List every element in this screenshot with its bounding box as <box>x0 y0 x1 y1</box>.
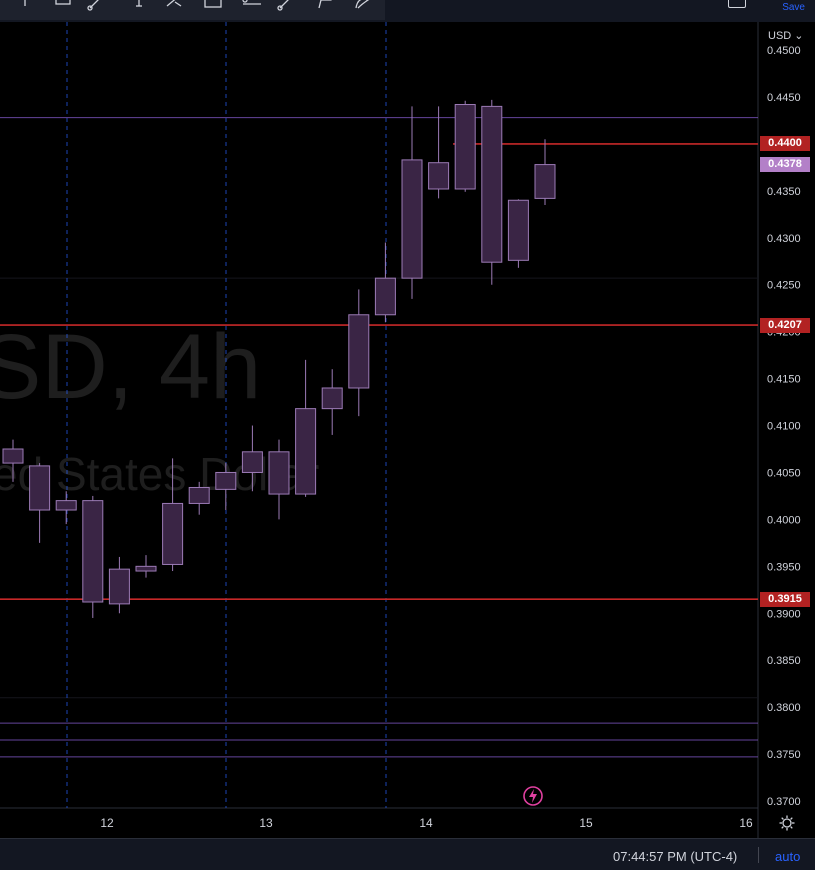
candle <box>135 565 157 572</box>
candle <box>401 159 423 279</box>
drawing-tools-group <box>0 0 385 20</box>
text-cursor-icon[interactable] <box>128 0 150 14</box>
price-tick-label: 0.3850 <box>767 655 801 667</box>
candle <box>507 199 529 261</box>
time-tick-label: 13 <box>259 816 273 830</box>
price-tick-label: 0.4350 <box>767 186 801 198</box>
candle <box>2 448 24 464</box>
candle <box>428 162 450 190</box>
price-tick-label: 0.4450 <box>767 92 801 104</box>
gear-icon[interactable] <box>779 815 795 831</box>
time-tick-label: 14 <box>419 816 433 830</box>
candle <box>241 451 263 473</box>
trend-line-icon[interactable] <box>86 0 108 14</box>
path-icon[interactable] <box>315 0 337 14</box>
rectangle-icon[interactable] <box>202 0 224 14</box>
price-tick-label: 0.3750 <box>767 749 801 761</box>
candle <box>374 277 396 316</box>
price-tick-label: 0.3900 <box>767 608 801 620</box>
price-label-0.3915: 0.3915 <box>760 591 810 607</box>
ruler-icon[interactable] <box>276 0 298 14</box>
save-button[interactable]: Save <box>782 2 805 13</box>
price-tick-label: 0.4300 <box>767 233 801 245</box>
candle <box>108 568 130 605</box>
cursor-icon[interactable] <box>14 0 36 14</box>
status-bar: 07:44:57 PM (UTC-4) auto <box>0 838 815 870</box>
time-tick-label: 12 <box>100 816 114 830</box>
time-tick-label: 15 <box>579 816 593 830</box>
candle <box>268 451 290 495</box>
horizontal-ray-icon[interactable] <box>241 0 263 14</box>
candle <box>348 314 370 389</box>
candle <box>55 500 77 511</box>
divider <box>758 847 759 863</box>
brush-icon[interactable] <box>163 0 185 14</box>
candle <box>215 471 237 490</box>
price-label-0.4400: 0.4400 <box>760 136 810 152</box>
description-watermark: ed States Dollar <box>0 448 320 500</box>
currency-selector[interactable]: USD ⌄ <box>768 30 804 42</box>
price-tick-label: 0.4100 <box>767 421 801 433</box>
price-label-0.4207: 0.4207 <box>760 317 810 333</box>
lightning-icon[interactable] <box>522 785 544 807</box>
layout-icon[interactable] <box>728 0 746 8</box>
auto-scale-button[interactable]: auto <box>775 849 801 864</box>
price-tick-label: 0.4250 <box>767 280 801 292</box>
clock[interactable]: 07:44:57 PM (UTC-4) <box>613 849 738 864</box>
candle <box>454 104 476 190</box>
candle <box>481 105 503 263</box>
price-tick-label: 0.3800 <box>767 702 801 714</box>
price-label-current: 0.4378 <box>760 157 810 173</box>
time-tick-label: 16 <box>739 816 753 830</box>
candle <box>29 465 51 511</box>
price-tick-label: 0.4050 <box>767 467 801 479</box>
candle <box>162 502 184 565</box>
price-tick-label: 0.3700 <box>767 796 801 808</box>
price-tick-label: 0.4000 <box>767 514 801 526</box>
price-tick-label: 0.4150 <box>767 374 801 386</box>
measure-icon[interactable] <box>52 0 74 14</box>
candle <box>321 387 343 410</box>
candle <box>295 408 317 495</box>
candle <box>534 164 556 199</box>
drawing-toolbar: Save <box>0 0 815 22</box>
price-chart[interactable]: 0.45000.44500.43500.43000.42500.42000.41… <box>0 22 815 838</box>
candle <box>188 486 210 504</box>
symbol-watermark: SD, 4h <box>0 316 262 418</box>
price-tick-label: 0.4500 <box>767 45 801 57</box>
curve-icon[interactable] <box>352 0 374 14</box>
candle <box>82 500 104 603</box>
price-tick-label: 0.3950 <box>767 561 801 573</box>
